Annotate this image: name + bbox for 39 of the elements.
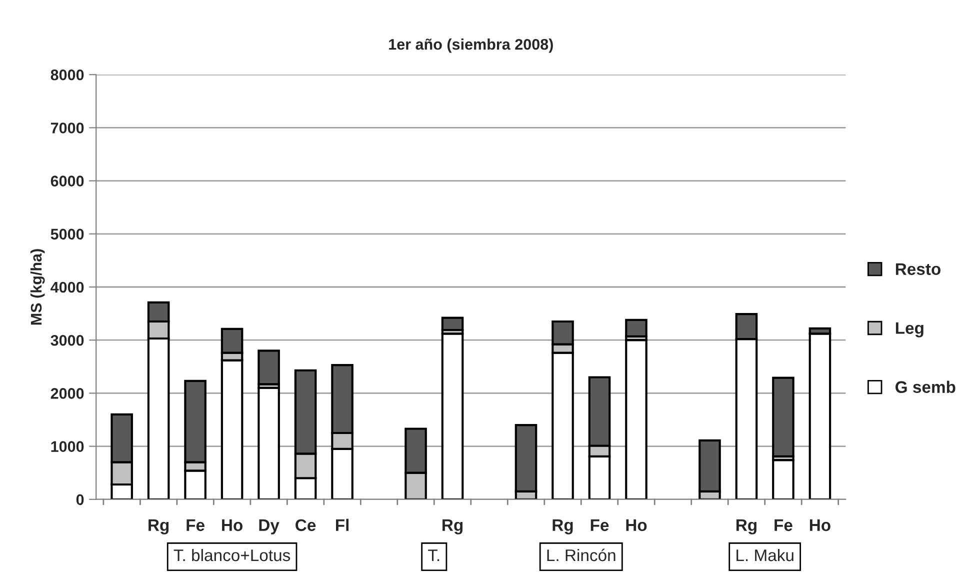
x-tick-label: Rg bbox=[442, 519, 463, 534]
text: T. bbox=[428, 550, 440, 562]
x-tick-label: Ho bbox=[222, 519, 243, 532]
x-tick-label: Rg bbox=[552, 519, 573, 534]
legend-label: G semb bbox=[896, 380, 956, 393]
bar bbox=[625, 339, 648, 500]
y-tick-label: 5000 bbox=[50, 228, 84, 240]
y-tick-label: 0 bbox=[76, 494, 84, 506]
y-tick-label: 2000 bbox=[50, 388, 84, 399]
text: L. Rincón bbox=[547, 548, 616, 562]
bar bbox=[772, 376, 794, 458]
y-tick-label: 8000 bbox=[50, 69, 84, 80]
y-tick-label: 6000 bbox=[50, 176, 84, 186]
x-tick-label: Fe bbox=[186, 519, 204, 532]
legend-label: Resto bbox=[896, 263, 940, 275]
text: T. blanco+Lotus bbox=[174, 548, 290, 562]
y-tick-label: 7000 bbox=[50, 122, 84, 134]
bar bbox=[258, 386, 280, 500]
y-axis-title: MS (kg/ha) bbox=[30, 249, 45, 325]
x-tick-label: Fe bbox=[774, 519, 792, 532]
x-tick-label: Ho bbox=[810, 519, 830, 532]
x-tick-label: Rg bbox=[736, 519, 756, 534]
y-tick-label: 4000 bbox=[50, 282, 84, 293]
legend-label: Leg bbox=[896, 322, 924, 338]
x-tick-label: Rg bbox=[148, 519, 169, 534]
x-tick-label: Fe bbox=[590, 519, 609, 532]
y-tick-label: 3000 bbox=[50, 334, 84, 346]
chart-title: 1er año (siembra 2008) bbox=[389, 38, 553, 53]
bar bbox=[441, 332, 464, 500]
x-tick-label: Fl bbox=[336, 518, 349, 531]
bar bbox=[772, 459, 794, 500]
bar bbox=[441, 316, 464, 332]
x-tick-label: Ho bbox=[626, 519, 647, 532]
bar bbox=[258, 350, 280, 386]
x-tick-label: Ce bbox=[296, 519, 316, 532]
bar bbox=[625, 318, 648, 338]
x-tick-label: Dy bbox=[259, 519, 280, 534]
text: L. Maku bbox=[736, 548, 794, 562]
y-tick-label: 1000 bbox=[51, 441, 84, 452]
